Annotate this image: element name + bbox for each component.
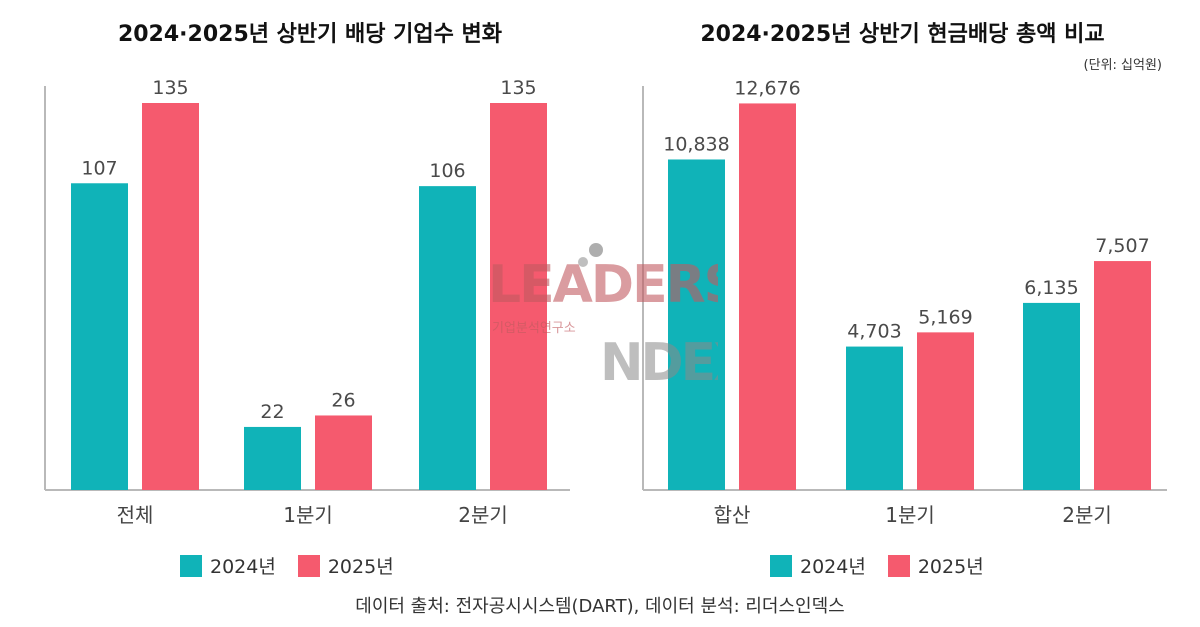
data-label: 12,676 — [734, 77, 800, 99]
legend-swatch-2025 — [297, 554, 320, 577]
bar-2분기-2025년 — [490, 103, 547, 490]
legend-swatch-2025 — [887, 554, 910, 577]
category-label: 2분기 — [1062, 503, 1112, 527]
legend-item-2025: 2025년 — [297, 552, 394, 579]
legend-swatch-2024 — [770, 554, 792, 577]
svg-text:LEADERS: LEADERS — [488, 255, 718, 315]
legend-label-2024: 2024년 — [800, 556, 866, 578]
data-label: 135 — [152, 77, 188, 99]
data-label: 10,838 — [663, 133, 729, 155]
bar-1분기-2024년 — [846, 346, 903, 490]
right-chart-title: 2024·2025년 상반기 현금배당 총액 비교 — [700, 22, 1105, 47]
data-source-note: 데이터 출처: 전자공시시스템(DART), 데이터 분석: 리더스인덱스 — [355, 596, 845, 617]
right-legend: 2024년 2025년 — [770, 552, 1006, 579]
category-label: 1분기 — [283, 503, 333, 527]
data-label: 135 — [500, 77, 536, 99]
bar-1분기-2025년 — [917, 332, 974, 490]
bar-1분기-2025년 — [315, 415, 372, 490]
svg-text:기업분석연구소: 기업분석연구소 — [492, 321, 576, 336]
bar-2분기-2024년 — [419, 186, 476, 490]
data-label: 26 — [331, 389, 355, 411]
category-label: 2분기 — [458, 503, 508, 527]
data-label: 4,703 — [847, 321, 901, 343]
category-label: 1분기 — [885, 503, 935, 527]
data-label: 5,169 — [918, 306, 972, 328]
category-label: 합산 — [714, 503, 751, 527]
unit-label: (단위: 십억원) — [1083, 58, 1162, 73]
legend-label-2024: 2024년 — [210, 556, 276, 578]
legend-item-2025: 2025년 — [887, 552, 984, 579]
left-chart-title: 2024·2025년 상반기 배당 기업수 변화 — [117, 22, 503, 47]
leaders-index-watermark-logo: LEADERS 기업분석연구소 NDEX — [488, 243, 718, 390]
category-label: 전체 — [117, 503, 154, 527]
data-label: 6,135 — [1024, 277, 1078, 299]
bar-2분기-2024년 — [1023, 302, 1080, 490]
data-label: 106 — [429, 160, 465, 182]
data-label: 107 — [81, 157, 117, 179]
bar-합산-2025년 — [739, 103, 796, 491]
legend-swatch-2024 — [180, 554, 202, 577]
data-label: 7,507 — [1095, 235, 1149, 257]
bar-전체-2024년 — [71, 183, 128, 490]
legend-label-2025: 2025년 — [327, 556, 394, 578]
bar-전체-2025년 — [142, 103, 199, 490]
legend-item-2024: 2024년 — [180, 552, 276, 579]
legend-label-2025: 2025년 — [917, 556, 984, 578]
bar-1분기-2024년 — [244, 426, 301, 490]
data-label: 22 — [260, 401, 284, 423]
bar-2분기-2025년 — [1094, 261, 1151, 490]
legend-item-2024: 2024년 — [770, 552, 866, 579]
bar-합산-2024년 — [668, 159, 725, 490]
left-legend: 2024년 2025년 — [180, 552, 416, 579]
svg-text:NDEX: NDEX — [600, 333, 718, 390]
